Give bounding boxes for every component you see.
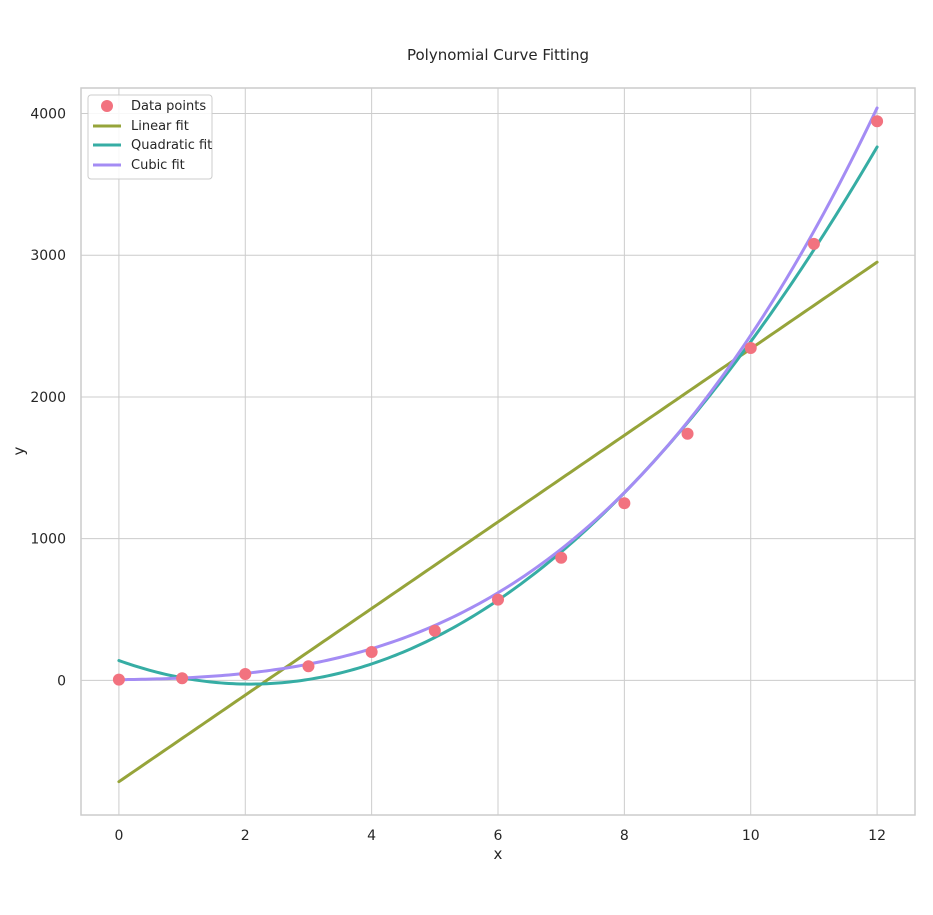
y-tick-label: 3000 — [30, 248, 66, 264]
legend-marker-data-points — [101, 100, 113, 112]
y-tick-label: 0 — [57, 673, 66, 689]
data-points — [112, 115, 884, 686]
x-tick-label: 6 — [494, 828, 503, 844]
x-tick-label: 8 — [620, 828, 629, 844]
data-point — [871, 115, 884, 128]
data-point — [807, 237, 820, 250]
data-point — [176, 672, 189, 685]
grid — [81, 88, 915, 815]
data-point — [555, 551, 568, 564]
x-tick-label: 10 — [742, 828, 760, 844]
y-axis-ticks: 0 1000 2000 3000 4000 — [30, 107, 66, 690]
y-axis-label: y — [10, 446, 28, 455]
y-tick-label: 4000 — [30, 107, 66, 123]
data-point — [365, 646, 378, 659]
data-point — [492, 593, 504, 606]
plot-frame — [80, 87, 916, 816]
legend-label-cubic: Cubic fit — [131, 158, 185, 173]
data-point — [681, 427, 694, 440]
legend-box — [87, 94, 213, 180]
legend-label-data-points: Data points — [131, 99, 206, 114]
legend-label-linear: Linear fit — [131, 119, 189, 134]
data-point — [744, 342, 757, 355]
data-point — [428, 624, 441, 637]
data-point — [239, 667, 252, 680]
x-axis-label: x — [494, 845, 503, 863]
x-tick-label: 12 — [868, 828, 886, 844]
chart-title: Polynomial Curve Fitting — [407, 46, 589, 64]
legend-label-quadratic: Quadratic fit — [131, 138, 212, 153]
x-tick-label: 2 — [241, 828, 250, 844]
data-point — [302, 660, 315, 673]
y-tick-label: 1000 — [30, 532, 66, 548]
x-axis-ticks: 0 2 4 6 8 10 12 — [114, 828, 886, 844]
x-tick-label: 4 — [367, 828, 376, 844]
data-point — [112, 673, 125, 686]
y-tick-label: 2000 — [30, 390, 66, 406]
x-tick-label: 0 — [114, 828, 123, 844]
legend: Data points Linear fit Quadratic fit Cub… — [87, 94, 213, 180]
data-point — [618, 497, 631, 510]
